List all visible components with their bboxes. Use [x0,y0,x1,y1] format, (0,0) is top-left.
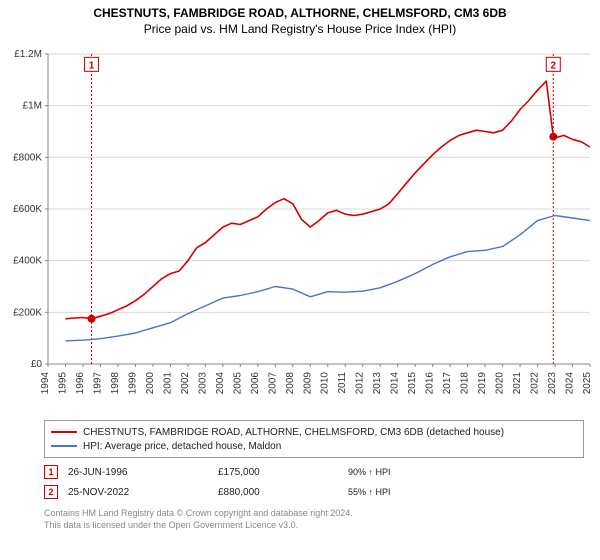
svg-text:2014: 2014 [390,372,401,395]
svg-text:1996: 1996 [75,372,86,395]
svg-text:2013: 2013 [372,372,383,395]
transaction-price: £175,000 [218,467,338,478]
svg-text:2019: 2019 [477,372,488,395]
svg-text:2012: 2012 [355,372,366,395]
footer-line: This data is licensed under the Open Gov… [44,520,353,532]
svg-text:2018: 2018 [460,372,471,395]
legend-swatch [51,445,77,447]
chart-area: £0 £200K £400K £600K £800K £1M £1.2M 1994 1995 19… [0,44,600,414]
legend-label: HPI: Average price, detached house, Mald… [83,441,281,452]
transaction-date: 26-JUN-1996 [68,467,208,478]
title-line-2: Price paid vs. HM Land Registry's House … [0,22,600,36]
transaction-date: 25-NOV-2022 [68,487,208,498]
svg-text:£800K: £800K [13,152,42,163]
transaction-marker-icon: 1 [44,465,58,479]
svg-text:2009: 2009 [302,372,313,395]
svg-text:£400K: £400K [13,256,42,267]
svg-text:2020: 2020 [495,372,506,395]
transactions-table: 1 26-JUN-1996 £175,000 90% ↑ HPI 2 25-NO… [44,462,468,502]
svg-text:£600K: £600K [13,204,42,215]
svg-text:2025: 2025 [582,372,593,395]
svg-text:2008: 2008 [285,372,296,395]
legend-label: CHESTNUTS, FAMBRIDGE ROAD, ALTHORNE, CHE… [83,427,504,438]
svg-text:2003: 2003 [197,372,208,395]
legend-row: CHESTNUTS, FAMBRIDGE ROAD, ALTHORNE, CHE… [51,425,577,439]
svg-text:£1.2M: £1.2M [14,49,42,60]
svg-text:1: 1 [89,60,95,71]
svg-text:£200K: £200K [13,307,42,318]
svg-text:1999: 1999 [127,372,138,395]
svg-text:£1M: £1M [23,101,42,112]
svg-text:2000: 2000 [145,372,156,395]
transaction-marker-icon: 2 [44,485,58,499]
transaction-pct: 90% ↑ HPI [348,467,468,477]
svg-text:2022: 2022 [530,372,541,395]
transaction-pct: 55% ↑ HPI [348,487,468,497]
title-line-1: CHESTNUTS, FAMBRIDGE ROAD, ALTHORNE, CHE… [0,6,600,20]
svg-text:1997: 1997 [92,372,103,395]
transaction-row: 1 26-JUN-1996 £175,000 90% ↑ HPI [44,462,468,482]
transaction-row: 2 25-NOV-2022 £880,000 55% ↑ HPI [44,482,468,502]
svg-text:1994: 1994 [40,372,51,395]
svg-text:2002: 2002 [180,372,191,395]
svg-text:2: 2 [551,60,557,71]
legend: CHESTNUTS, FAMBRIDGE ROAD, ALTHORNE, CHE… [44,420,584,458]
svg-text:2006: 2006 [250,372,261,395]
svg-text:2015: 2015 [407,372,418,395]
line-chart-svg: £0 £200K £400K £600K £800K £1M £1.2M 1994 1995 19… [0,44,600,414]
legend-swatch [51,431,77,433]
svg-text:2010: 2010 [320,372,331,395]
svg-text:2023: 2023 [547,372,558,395]
svg-text:2005: 2005 [232,372,243,395]
svg-text:1998: 1998 [110,372,121,395]
footer-attribution: Contains HM Land Registry data © Crown c… [44,508,353,531]
svg-text:2007: 2007 [267,372,278,395]
svg-text:2011: 2011 [337,372,348,394]
svg-text:2016: 2016 [425,372,436,395]
transaction-price: £880,000 [218,487,338,498]
svg-text:2004: 2004 [215,372,226,395]
svg-text:2024: 2024 [565,372,576,395]
svg-text:2001: 2001 [162,372,173,395]
legend-row: HPI: Average price, detached house, Mald… [51,439,577,453]
svg-text:£0: £0 [31,359,43,370]
chart-titles: CHESTNUTS, FAMBRIDGE ROAD, ALTHORNE, CHE… [0,0,600,36]
svg-text:2021: 2021 [512,372,523,395]
svg-text:1995: 1995 [57,372,68,395]
footer-line: Contains HM Land Registry data © Crown c… [44,508,353,520]
svg-text:2017: 2017 [442,372,453,395]
